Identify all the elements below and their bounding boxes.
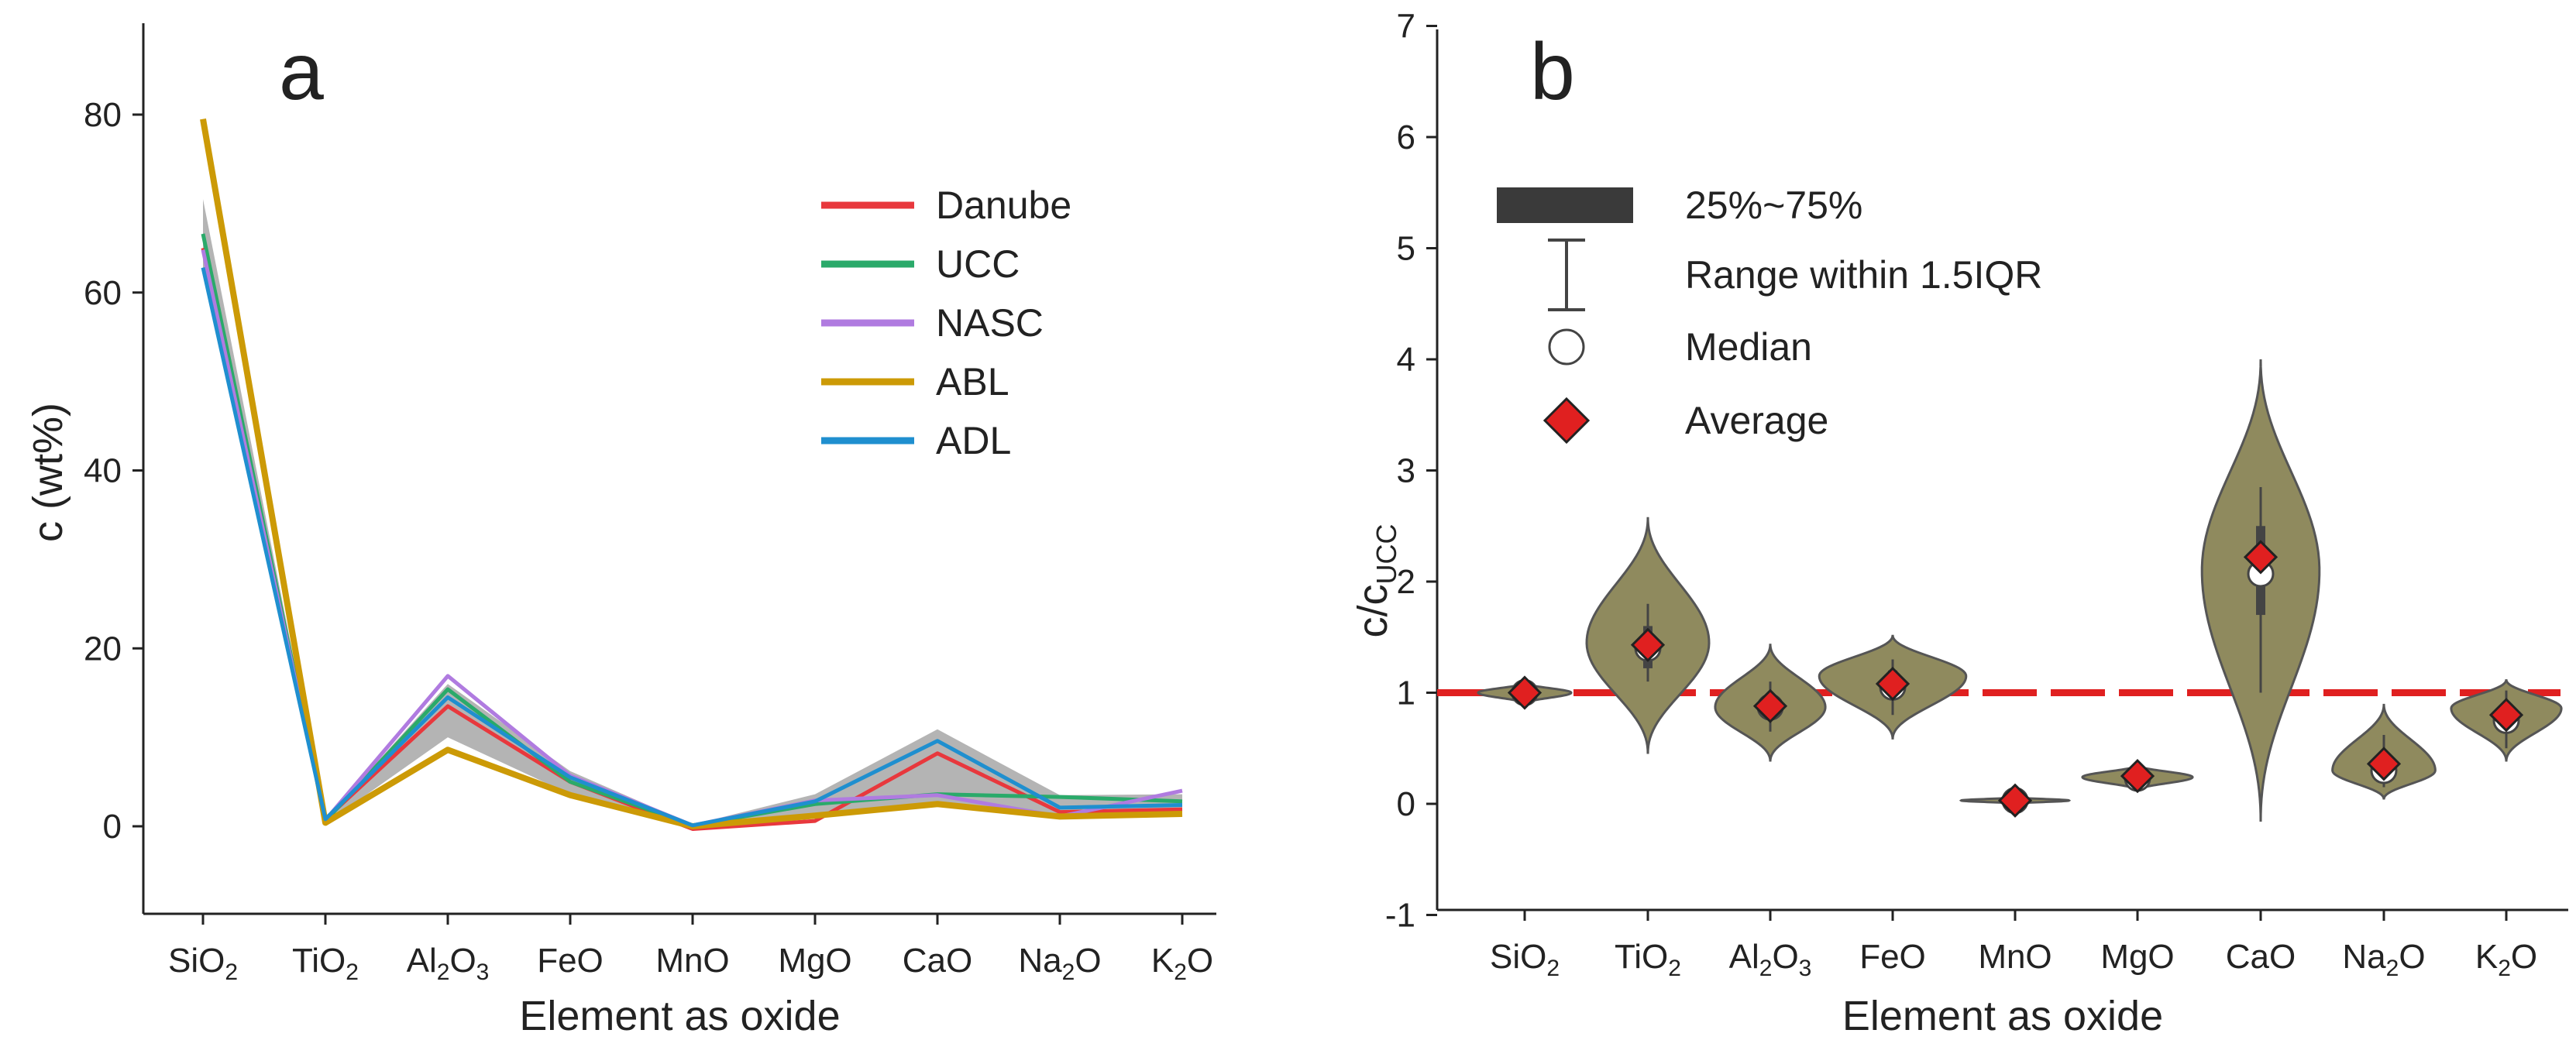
a-y-tick-label: 0 (103, 808, 122, 846)
panel-a-line-chart: 0 20 40 60 80 SiO2 TiO2 Al2O3 FeO MnO MgO CaO Na2O K2… (25, 23, 1216, 1039)
b-mean-k2o (2488, 698, 2524, 733)
b-x-tick-label: TiO2 (1615, 938, 1681, 981)
b-legend-label-whisker: Range within 1.5IQR (1685, 253, 2042, 297)
b-y-tick-label: 2 (1397, 563, 1415, 601)
b-legend-label-box: 25%~75% (1685, 184, 1862, 227)
panel-b-violins (1477, 359, 2563, 822)
b-legend-label-diamond: Average (1685, 399, 1828, 442)
a-legend-label-abl: ABL (936, 360, 1009, 403)
panel-a-series-lines (200, 118, 1183, 831)
panel-b-violin-chart: -1 0 1 2 3 4 5 6 7 SiO2 TiO2 Al2O3 FeO MnO MgO CaO Na2O K… (1350, 8, 2568, 1039)
b-legend-label-circle: Median (1685, 325, 1812, 369)
a-range-band-area (203, 199, 1182, 827)
a-x-tick-label: FeO (537, 942, 604, 980)
b-x-tick-label: SiO2 (1490, 938, 1560, 981)
a-legend-label-danube: Danube (936, 184, 1071, 227)
b-mean-na2o (2366, 747, 2402, 781)
a-x-tick-label: Al2O3 (407, 942, 490, 985)
a-x-tick-label: MgO (778, 942, 851, 980)
b-y-tick-label: 5 (1397, 230, 1415, 268)
a-legend-label-nasc: NASC (936, 301, 1044, 345)
b-legend-circle-symbol (1548, 328, 1585, 366)
a-x-tick-label: K2O (1151, 942, 1213, 985)
b-mean-mgo (2120, 759, 2155, 794)
b-mean-sio2 (1507, 675, 1543, 710)
b-mean-tio2 (1630, 627, 1666, 662)
panel-a-range-band (203, 199, 1182, 827)
a-legend-label-ucc: UCC (936, 242, 1020, 286)
a-x-tick-label: TiO2 (292, 942, 359, 985)
b-mean-mno (1997, 783, 2033, 818)
a-series-adl (201, 267, 1183, 828)
b-x-tick-label: Al2O3 (1729, 938, 1812, 981)
b-mean-al2o3 (1752, 688, 1788, 723)
panel-b-axes: -1 0 1 2 3 4 5 6 7 SiO2 TiO2 Al2O3 FeO MnO MgO CaO Na2O K… (1350, 8, 2568, 1039)
b-x-tick-label: K2O (2475, 938, 2537, 981)
b-y-tick-label: 0 (1397, 785, 1415, 823)
a-y-tick-label: 60 (84, 274, 122, 312)
a-y-tick-label: 80 (84, 96, 122, 134)
a-x-tick-label: SiO2 (168, 942, 238, 985)
a-x-tick-label: MnO (655, 942, 729, 980)
a-x-tick-label: Na2O (1018, 942, 1101, 985)
b-y-tick-label: -1 (1385, 897, 1415, 935)
a-x-tick-label: CaO (903, 942, 972, 980)
b-x-axis-title: Element as oxide (1842, 993, 2163, 1039)
b-mean-feo (1875, 666, 1911, 702)
b-legend-diamond-symbol (1543, 396, 1591, 445)
a-legend-label-adl: ADL (936, 419, 1011, 462)
a-y-tick-label: 20 (84, 630, 122, 668)
b-y-tick-label: 3 (1397, 452, 1415, 490)
b-x-tick-label: MnO (1978, 938, 2052, 976)
panel-a-legend: Danube UCC NASC ABL ADL (821, 184, 1071, 462)
b-x-tick-label: MgO (2100, 938, 2174, 976)
b-y-tick-label: 7 (1397, 8, 1415, 46)
panel-b-legend: 25%~75% Range within 1.5IQR Median Average (1497, 184, 2042, 445)
panel-a-label: a (279, 27, 324, 117)
b-mean-cao (2243, 540, 2279, 575)
a-y-tick-label: 40 (84, 452, 122, 490)
b-x-tick-label: CaO (2226, 938, 2296, 976)
b-x-tick-label: FeO (1859, 938, 1926, 976)
b-y-tick-label: 6 (1397, 118, 1415, 156)
panel-b-label: b (1530, 27, 1575, 117)
a-x-axis-title: Element as oxide (519, 993, 840, 1039)
b-legend-box-symbol (1497, 187, 1633, 223)
b-x-tick-label: Na2O (2342, 938, 2425, 981)
b-y-tick-label: 4 (1397, 341, 1415, 379)
b-y-axis-title: c/cUCC (1350, 524, 1402, 637)
panel-a-axes: 0 20 40 60 80 SiO2 TiO2 Al2O3 FeO MnO MgO CaO Na2O K2… (25, 23, 1216, 1039)
b-y-tick-label: 1 (1397, 675, 1415, 712)
a-y-axis-title: c (wt%) (25, 403, 71, 542)
